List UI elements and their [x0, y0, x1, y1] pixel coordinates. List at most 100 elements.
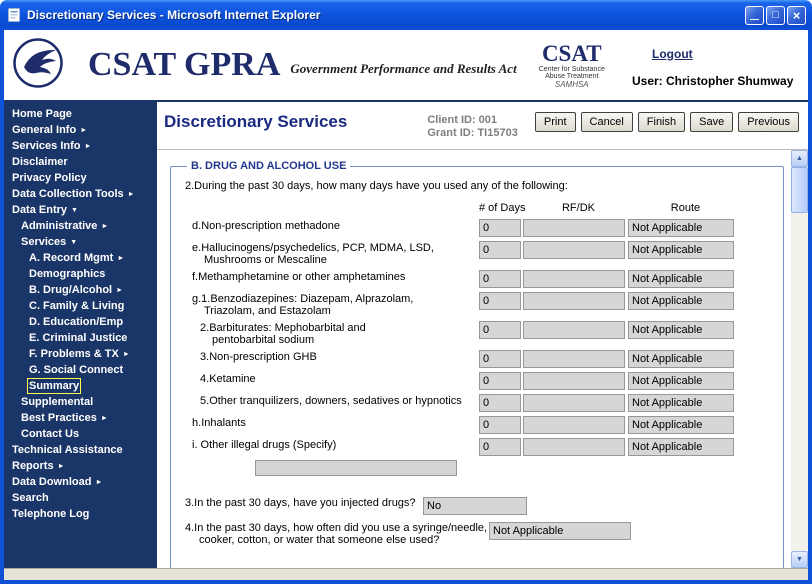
sidebar-item[interactable]: Services	[4, 234, 157, 250]
row-prefix: 4.	[200, 373, 210, 385]
sidebar-item[interactable]: C. Family & Living	[4, 298, 157, 314]
logout-link[interactable]: Logout	[652, 46, 693, 61]
days-input[interactable]: 0	[479, 394, 521, 412]
sidebar-item[interactable]: Demographics	[4, 266, 157, 282]
days-input[interactable]: 0	[479, 416, 521, 434]
sidebar-item-label: F. Problems & TX	[29, 348, 119, 360]
row-label: Hallucinogens/psychedelics, PCP, MDMA, L…	[201, 242, 434, 266]
row-prefix: e.	[192, 242, 202, 254]
sidebar-item-label: E. Criminal Justice	[29, 332, 128, 344]
route-input[interactable]: Not Applicable	[628, 416, 734, 434]
rfdk-input[interactable]	[523, 219, 625, 237]
needle-share-input[interactable]: Not Applicable	[489, 522, 631, 540]
rfdk-input[interactable]	[523, 292, 625, 310]
sidebar-item[interactable]: Data Entry	[4, 202, 157, 218]
days-input[interactable]: 0	[479, 270, 521, 288]
sidebar-item[interactable]: B. Drug/Alcohol	[4, 282, 157, 298]
rfdk-input[interactable]	[523, 321, 625, 339]
rfdk-input[interactable]	[523, 270, 625, 288]
injected-drugs-input[interactable]: No	[423, 497, 527, 515]
rfdk-input[interactable]	[523, 350, 625, 368]
rfdk-input[interactable]	[523, 394, 625, 412]
col-header-route: Route	[670, 202, 701, 214]
days-input[interactable]: 0	[479, 241, 521, 259]
row-prefix: g.1.	[192, 293, 211, 305]
scroll-up-icon[interactable]: ▲	[791, 150, 808, 167]
drug-label: e.Hallucinogens/psychedelics, PCP, MDMA,…	[185, 241, 479, 266]
vertical-scrollbar[interactable]: ▲ ▼	[791, 150, 808, 568]
sidebar-item[interactable]: Privacy Policy	[4, 170, 157, 186]
sidebar-item[interactable]: E. Criminal Justice	[4, 330, 157, 346]
sidebar-item-label: Data Download	[12, 476, 92, 488]
sidebar-item[interactable]: Search	[4, 490, 157, 506]
days-input[interactable]: 0	[479, 219, 521, 237]
sidebar-item[interactable]: General Info	[4, 122, 157, 138]
route-input[interactable]: Not Applicable	[628, 219, 734, 237]
sidebar-item[interactable]: Data Collection Tools	[4, 186, 157, 202]
submenu-arrow-icon	[97, 412, 108, 424]
scrollbar-track[interactable]	[791, 167, 808, 551]
action-button[interactable]: Save	[690, 112, 734, 132]
days-input[interactable]: 0	[479, 372, 521, 390]
route-input[interactable]: Not Applicable	[628, 438, 734, 456]
route-input[interactable]: Not Applicable	[628, 350, 734, 368]
row-prefix: h.	[192, 417, 202, 429]
sidebar-item[interactable]: F. Problems & TX	[4, 346, 157, 362]
route-input[interactable]: Not Applicable	[628, 241, 734, 259]
rfdk-input[interactable]	[523, 372, 625, 390]
days-input[interactable]: 0	[479, 438, 521, 456]
action-button[interactable]: Previous	[738, 112, 799, 132]
sidebar-item[interactable]: G. Social Connect	[4, 362, 157, 378]
sidebar-item[interactable]: Home Page	[4, 106, 157, 122]
row-label: Ketamine	[209, 373, 256, 385]
sidebar-item-label: B. Drug/Alcohol	[29, 284, 113, 296]
drug-row: 2.Barbiturates: Mephobarbital and pentob…	[185, 321, 777, 346]
row-label: Inhalants	[201, 417, 246, 429]
sidebar-item[interactable]: Reports	[4, 458, 157, 474]
sidebar-item[interactable]: Administrative	[4, 218, 157, 234]
submenu-arrow-icon	[80, 140, 91, 152]
sidebar-item[interactable]: Telephone Log	[4, 506, 157, 522]
submenu-arrow-icon	[67, 204, 78, 216]
days-input[interactable]: 0	[479, 350, 521, 368]
sidebar-item[interactable]: D. Education/Emp	[4, 314, 157, 330]
route-input[interactable]: Not Applicable	[628, 394, 734, 412]
app-header: CSAT GPRA Government Performance and Res…	[4, 30, 808, 102]
sidebar-item[interactable]: Best Practices	[4, 410, 157, 426]
scroll-down-icon[interactable]: ▼	[791, 551, 808, 568]
close-button[interactable]: ×	[787, 5, 806, 25]
sidebar-item-label: Data Entry	[12, 204, 68, 216]
route-input[interactable]: Not Applicable	[628, 372, 734, 390]
days-input[interactable]: 0	[479, 321, 521, 339]
action-button[interactable]: Print	[534, 112, 576, 132]
action-button[interactable]: Finish	[637, 112, 686, 132]
rfdk-input[interactable]	[523, 416, 625, 434]
sidebar-item[interactable]: Contact Us	[4, 426, 157, 442]
other-drugs-specify-input[interactable]	[255, 460, 457, 476]
scrollbar-thumb[interactable]	[791, 167, 808, 213]
id-block: Client ID: 001 Grant ID: TI15703	[427, 112, 517, 140]
days-input[interactable]: 0	[479, 292, 521, 310]
sidebar-item[interactable]: Data Download	[4, 474, 157, 490]
action-button[interactable]: Cancel	[580, 112, 633, 132]
main-panel: Discretionary Services Client ID: 001 Gr…	[157, 102, 808, 568]
minimize-button[interactable]: —	[745, 5, 764, 25]
drug-label: d.Non-prescription methadone	[185, 219, 479, 232]
drug-row: g.1.Benzodiazepines: Diazepam, Alprazola…	[185, 292, 777, 317]
maximize-button[interactable]: □	[766, 5, 785, 25]
route-input[interactable]: Not Applicable	[628, 292, 734, 310]
route-input[interactable]: Not Applicable	[628, 270, 734, 288]
drug-row: 3.Non-prescription GHB 0 Not Applicable	[185, 350, 777, 368]
rfdk-input[interactable]	[523, 438, 625, 456]
submenu-arrow-icon	[124, 188, 135, 200]
sidebar-item[interactable]: Disclaimer	[4, 154, 157, 170]
sidebar-item[interactable]: Technical Assistance	[4, 442, 157, 458]
sidebar-item[interactable]: Supplemental	[4, 394, 157, 410]
sidebar-item[interactable]: Summary	[4, 378, 157, 394]
sidebar-item[interactable]: Services Info	[4, 138, 157, 154]
sidebar-item[interactable]: A. Record Mgmt	[4, 250, 157, 266]
rfdk-input[interactable]	[523, 241, 625, 259]
csat-logo-title: CSAT	[541, 40, 602, 66]
route-input[interactable]: Not Applicable	[628, 321, 734, 339]
sidebar-item-label: Reports	[12, 460, 54, 472]
